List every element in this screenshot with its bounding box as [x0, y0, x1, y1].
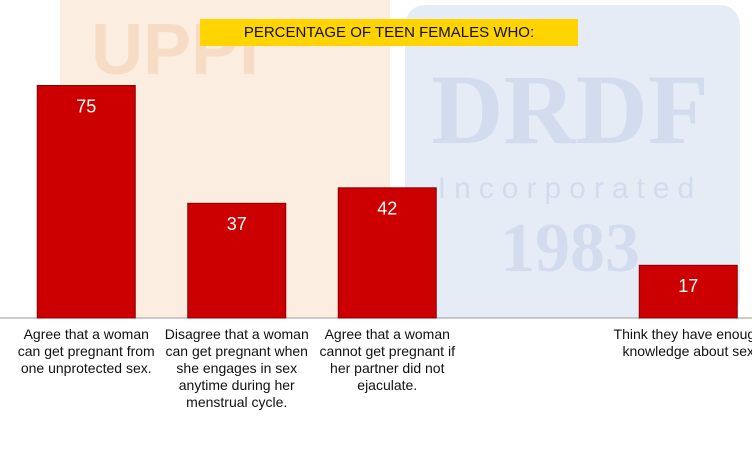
- watermark-right: [405, 5, 740, 318]
- data-label: 75: [76, 96, 96, 116]
- bar: [36, 85, 136, 319]
- x-tick-label: Agree that a woman can get pregnant from…: [17, 326, 155, 376]
- bar: [337, 187, 437, 319]
- title-box: [200, 19, 578, 46]
- data-label: 42: [377, 199, 397, 219]
- watermark-text: Incorporated: [438, 172, 702, 205]
- data-label: 17: [678, 276, 698, 296]
- watermark-text: 1983: [500, 210, 640, 287]
- x-tick-label: Disagree that a woman can get pregnant w…: [164, 326, 309, 410]
- watermark-text: DRDF: [431, 54, 709, 165]
- x-tick-label: Think they have enough knowledge about s…: [613, 326, 752, 359]
- chart-title: PERCENTAGE OF TEEN FEMALES WHO:: [244, 24, 534, 41]
- bar: [638, 264, 738, 319]
- x-tick-label: Agree that a woman cannot get pregnant i…: [319, 326, 455, 393]
- data-label: 37: [227, 214, 247, 234]
- bar: [187, 202, 287, 319]
